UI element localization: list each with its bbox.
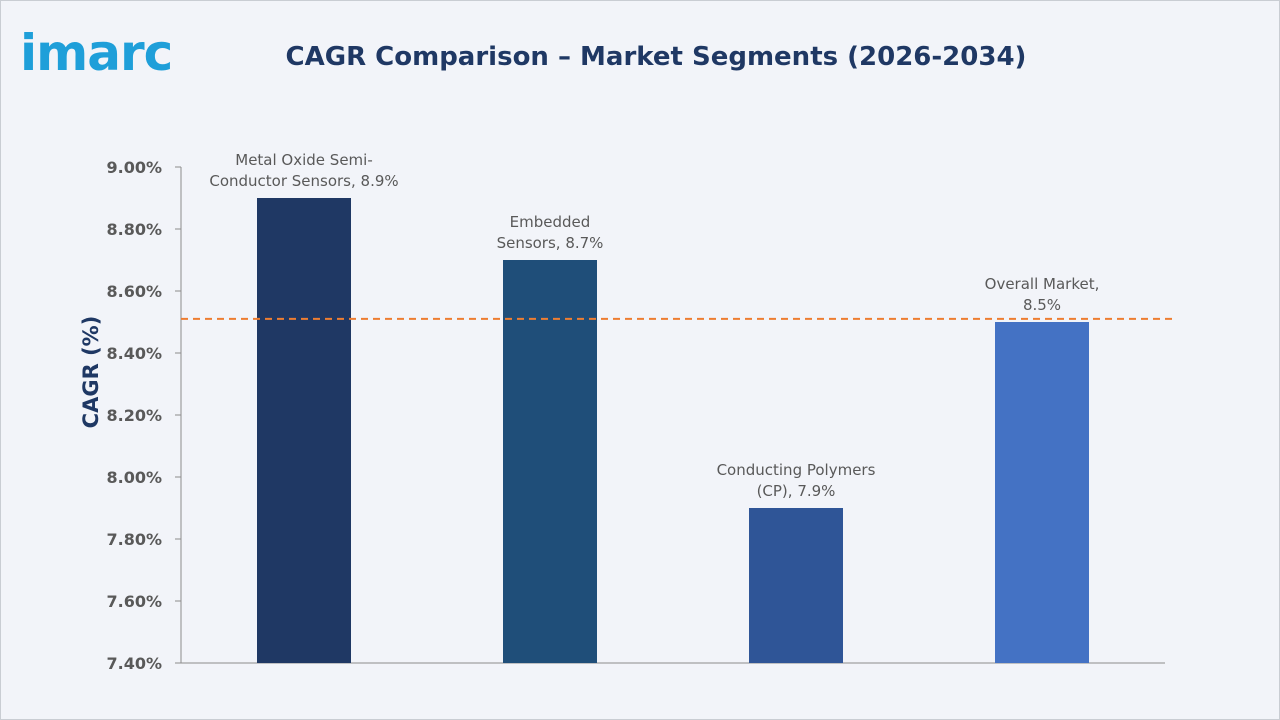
bars (257, 198, 1089, 663)
bar (749, 508, 843, 663)
y-tick-label: 7.80% (106, 530, 162, 549)
data-label: Overall Market, 8.5% (985, 275, 1100, 314)
y-tick-label: 8.80% (106, 220, 162, 239)
y-tick-label: 8.20% (106, 406, 162, 425)
imarc-logo: imarc (20, 24, 173, 82)
data-label: Conducting Polymers (CP), 7.9% (717, 461, 876, 500)
data-labels: Metal Oxide Semi-Conductor Sensors, 8.9%… (209, 151, 1099, 500)
bar (995, 322, 1089, 663)
y-tick-label: 9.00% (106, 158, 162, 177)
data-label: Metal Oxide Semi-Conductor Sensors, 8.9% (209, 151, 398, 190)
y-tick-label: 8.00% (106, 468, 162, 487)
y-axis: 7.40% 7.60% 7.80% 8.00% 8.20% 8.40% 8.60% 8.80%… (106, 158, 1165, 673)
y-axis-label: CAGR (%) (79, 316, 103, 429)
y-tick-label: 8.60% (106, 282, 162, 301)
y-tick-label: 7.40% (106, 654, 162, 673)
y-tick-label: 8.40% (106, 344, 162, 363)
bar (257, 198, 351, 663)
chart-title: CAGR Comparison – Market Segments (2026-… (285, 42, 1027, 72)
y-tick-label: 7.60% (106, 592, 162, 611)
bar (503, 260, 597, 663)
data-label: Embedded Sensors, 8.7% (497, 213, 604, 252)
